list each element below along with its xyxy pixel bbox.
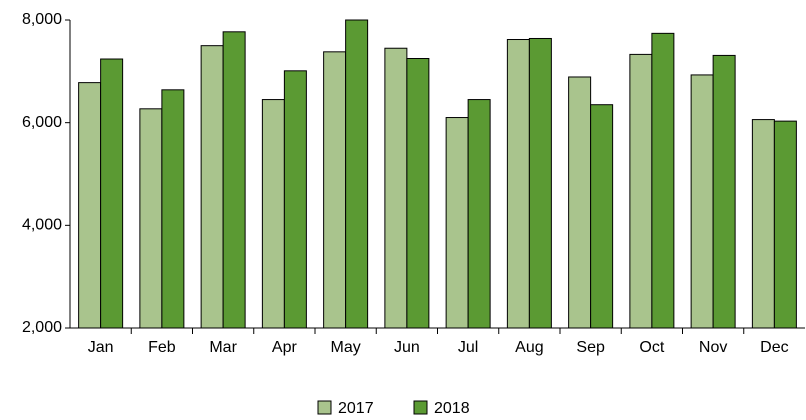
- y-tick-label: 6,000: [22, 114, 62, 131]
- x-tick-label: Apr: [272, 339, 298, 356]
- legend-swatch: [413, 400, 428, 415]
- bar: [528, 37, 552, 329]
- bar: [161, 89, 185, 329]
- bar: [222, 31, 246, 329]
- legend-label: 2017: [338, 400, 374, 417]
- bar: [283, 70, 307, 329]
- bar: [78, 82, 102, 329]
- x-tick-label: Jul: [458, 339, 478, 356]
- x-tick-label: Jun: [394, 339, 420, 356]
- bar: [773, 120, 797, 329]
- x-tick-label: Jan: [88, 339, 114, 356]
- bar: [261, 99, 285, 329]
- bar: [590, 104, 614, 329]
- bar: [384, 47, 408, 329]
- bar: [345, 19, 369, 329]
- x-tick-label: May: [331, 339, 361, 356]
- bar: [568, 76, 592, 329]
- bar: [751, 119, 775, 329]
- x-tick-label: Aug: [515, 339, 543, 356]
- bar: [467, 99, 491, 329]
- x-tick-label: Nov: [699, 339, 727, 356]
- y-tick-label: 4,000: [22, 217, 62, 234]
- bar: [690, 74, 714, 329]
- y-tick-label: 2,000: [22, 319, 62, 336]
- x-tick-label: Oct: [639, 339, 664, 356]
- bar: [100, 58, 124, 329]
- y-tick-label: 8,000: [22, 11, 62, 28]
- bar: [651, 32, 675, 329]
- legend-label: 2018: [434, 400, 470, 417]
- x-tick-label: Feb: [148, 339, 176, 356]
- x-tick-label: Dec: [760, 339, 788, 356]
- bar: [506, 39, 530, 329]
- x-tick-label: Mar: [209, 339, 237, 356]
- bar: [323, 51, 347, 329]
- bar: [139, 108, 163, 329]
- bar: [406, 58, 430, 329]
- bar: [445, 117, 469, 329]
- bar: [200, 45, 224, 329]
- legend-swatch: [317, 400, 332, 415]
- bar: [629, 53, 653, 329]
- x-tick-label: Sep: [576, 339, 605, 356]
- bar: [712, 54, 736, 329]
